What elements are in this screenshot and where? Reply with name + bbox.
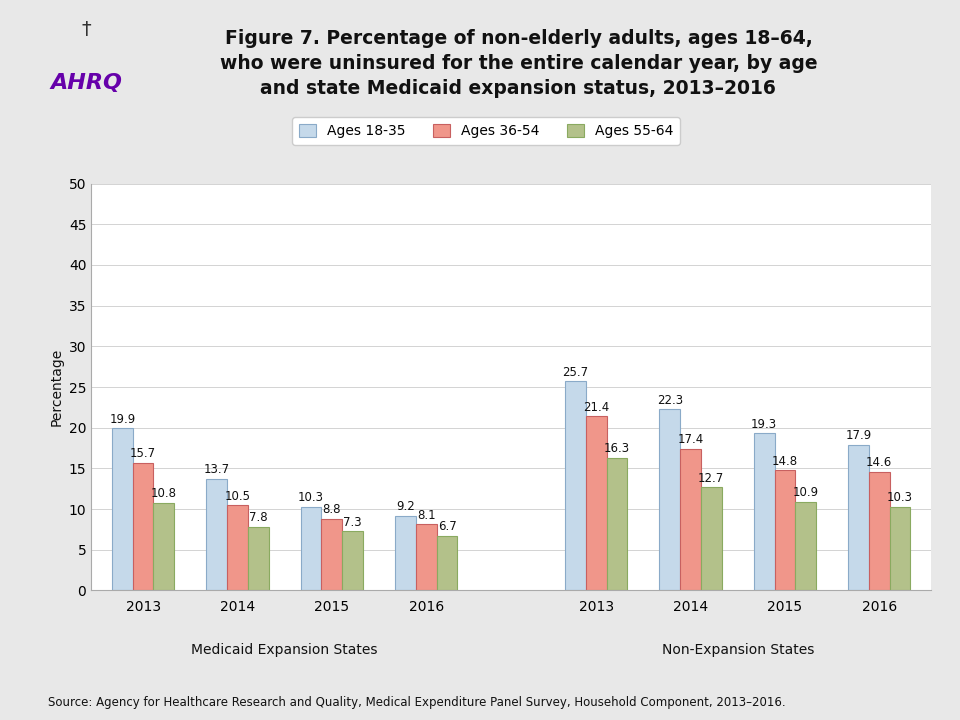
Bar — [775, 470, 795, 590]
Text: 15.7: 15.7 — [130, 447, 156, 460]
Text: 13.7: 13.7 — [204, 464, 229, 477]
Text: Source: Agency for Healthcare Research and Quality, Medical Expenditure Panel Su: Source: Agency for Healthcare Research a… — [48, 696, 785, 709]
Bar — [565, 382, 586, 590]
Bar — [228, 505, 248, 590]
Text: 10.5: 10.5 — [225, 490, 251, 503]
Text: 10.9: 10.9 — [793, 486, 819, 499]
Text: 7.3: 7.3 — [344, 516, 362, 528]
Text: 8.1: 8.1 — [417, 509, 436, 522]
Text: 7.8: 7.8 — [249, 511, 268, 524]
Text: Medicaid Expansion States: Medicaid Expansion States — [191, 643, 378, 657]
Text: 17.9: 17.9 — [846, 429, 872, 442]
Text: 10.3: 10.3 — [887, 491, 913, 504]
Bar — [607, 458, 627, 590]
Bar — [322, 519, 343, 590]
Bar — [154, 503, 175, 590]
Text: 22.3: 22.3 — [657, 394, 683, 407]
Bar — [680, 449, 701, 590]
Text: 9.2: 9.2 — [396, 500, 415, 513]
Text: 12.7: 12.7 — [698, 472, 725, 485]
Text: Figure 7. Percentage of non-elderly adults, ages 18–64,
who were uninsured for t: Figure 7. Percentage of non-elderly adul… — [220, 30, 817, 99]
Text: 14.6: 14.6 — [866, 456, 893, 469]
Text: 10.8: 10.8 — [151, 487, 177, 500]
Bar — [869, 472, 890, 590]
Text: 10.3: 10.3 — [299, 491, 324, 504]
Bar — [754, 433, 775, 590]
Bar — [132, 463, 154, 590]
Bar — [890, 507, 910, 590]
Text: AHRQ: AHRQ — [51, 73, 122, 93]
Text: 6.7: 6.7 — [438, 521, 456, 534]
Y-axis label: Percentage: Percentage — [49, 348, 63, 426]
Text: 14.8: 14.8 — [772, 454, 798, 467]
Bar — [416, 524, 437, 590]
Text: 19.9: 19.9 — [109, 413, 135, 426]
Bar — [795, 502, 816, 590]
Bar — [437, 536, 457, 590]
Text: 8.8: 8.8 — [323, 503, 341, 516]
Text: 19.3: 19.3 — [751, 418, 778, 431]
Bar — [848, 445, 869, 590]
Bar — [248, 527, 269, 590]
Bar — [586, 416, 607, 590]
Bar — [300, 507, 322, 590]
Bar — [660, 409, 680, 590]
Text: Non-Expansion States: Non-Expansion States — [661, 643, 814, 657]
Bar — [701, 487, 722, 590]
Bar — [206, 479, 228, 590]
Text: 21.4: 21.4 — [583, 401, 610, 414]
Text: 17.4: 17.4 — [678, 433, 704, 446]
Bar — [112, 428, 132, 590]
Bar — [396, 516, 416, 590]
Text: 16.3: 16.3 — [604, 442, 630, 455]
Bar — [343, 531, 363, 590]
Legend: Ages 18-35, Ages 36-54, Ages 55-64: Ages 18-35, Ages 36-54, Ages 55-64 — [292, 117, 680, 145]
Text: †: † — [82, 20, 91, 39]
Text: 25.7: 25.7 — [563, 366, 588, 379]
